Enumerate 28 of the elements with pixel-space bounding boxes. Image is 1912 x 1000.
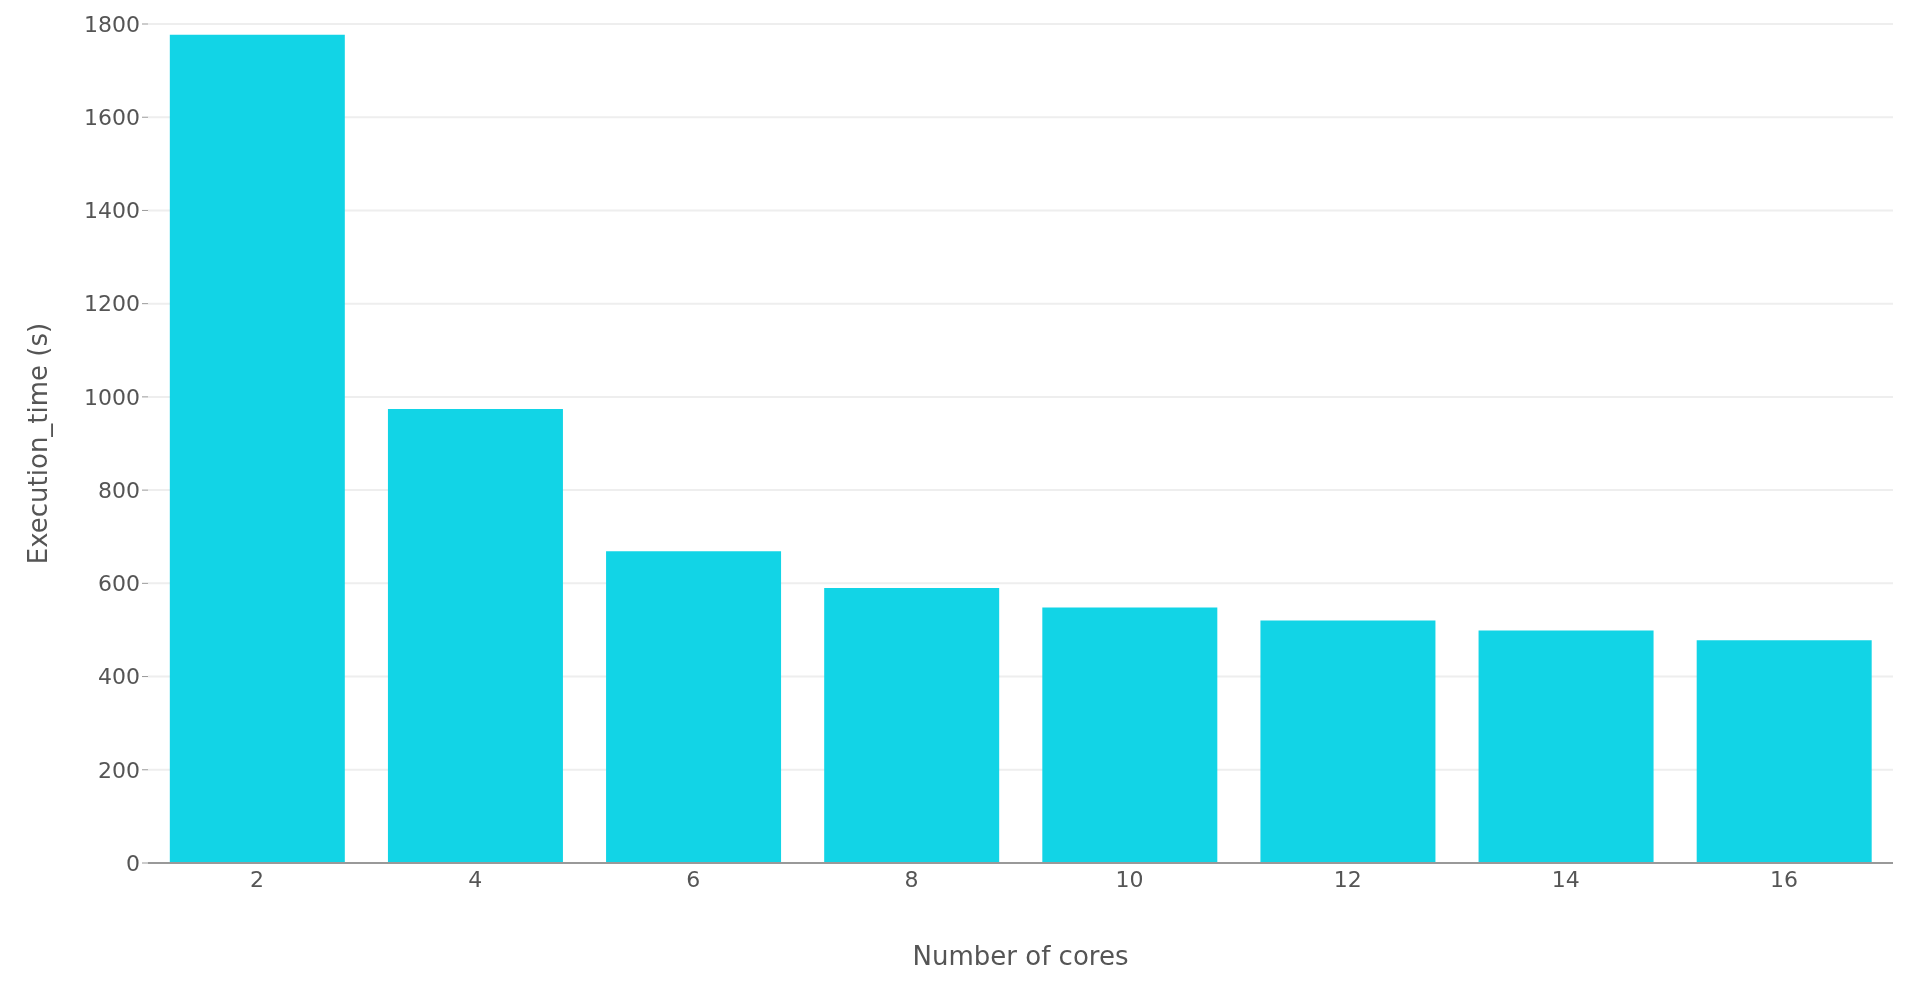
bar [824,587,1000,863]
y-tick-label: 0 [126,850,140,876]
y-tick-label: 1200 [84,291,140,317]
y-tick-label: 600 [98,571,140,597]
x-tick-label: 14 [1551,866,1580,892]
y-tick-label: 1600 [84,105,140,131]
bar [1696,640,1872,863]
bar [169,34,345,863]
x-tick-label: 16 [1769,866,1798,892]
bar [606,551,782,863]
y-tick-label: 1400 [84,198,140,224]
x-axis-title: Number of cores [912,941,1129,971]
bar [1042,607,1218,863]
y-tick-label: 1000 [84,384,140,410]
y-axis-title: Execution_time (s) [23,322,54,565]
y-tick-label: 800 [98,477,140,503]
x-tick-label: 10 [1115,866,1144,892]
x-tick-label: 8 [904,866,919,892]
bar [1478,630,1654,863]
y-tick-label: 1800 [84,11,140,37]
bar [1260,620,1436,863]
x-tick-label: 6 [686,866,701,892]
y-tick-label: 200 [98,757,140,783]
x-tick-label: 2 [250,866,265,892]
x-tick-label: 4 [468,866,483,892]
y-tick-label: 400 [98,664,140,690]
x-tick-label: 12 [1333,866,1362,892]
bar [387,409,563,863]
